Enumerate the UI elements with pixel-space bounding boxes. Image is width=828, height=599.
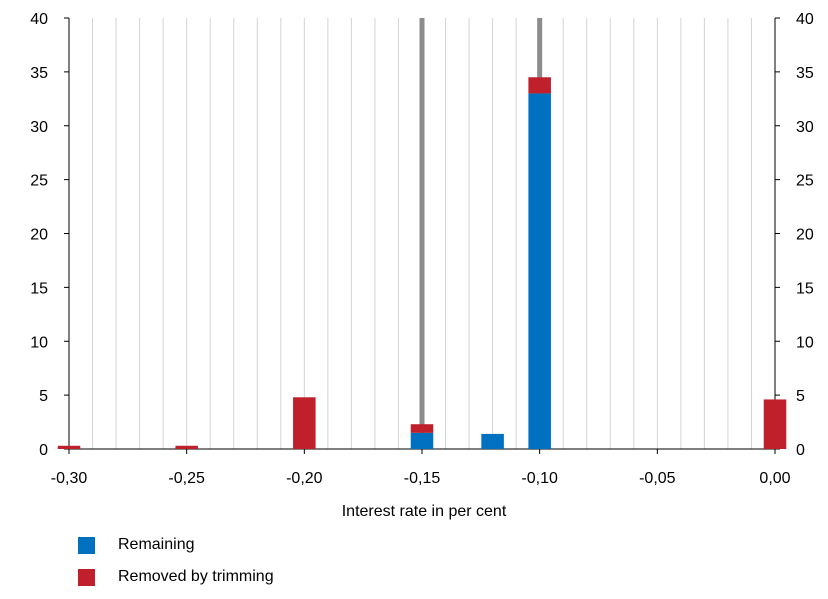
legend-swatch-removed (78, 569, 95, 586)
legend-swatch-remaining (78, 537, 95, 554)
y-tick-label-left: 35 (30, 65, 48, 82)
y-tick-label-right: 20 (796, 227, 814, 244)
legend-label-removed: Removed by trimming (118, 568, 274, 586)
y-tick-label-left: 30 (30, 119, 48, 136)
y-tick-label-right: 30 (796, 119, 814, 136)
y-tick-label-left: 25 (30, 173, 48, 190)
legend-item-remaining: Remaining (78, 535, 274, 555)
bar-remaining (481, 434, 504, 449)
y-tick-label-right: 25 (796, 173, 814, 190)
y-tick-label-left: 10 (30, 334, 48, 351)
x-tick-label: -0,30 (51, 470, 88, 487)
x-tick-label: -0,05 (639, 470, 676, 487)
y-tick-label-right: 35 (796, 65, 814, 82)
x-tick-label: -0,20 (286, 470, 323, 487)
bar-removed (293, 397, 316, 449)
x-tick-label: -0,10 (521, 470, 558, 487)
y-tick-label-left: 40 (30, 11, 48, 28)
y-tick-label-left: 20 (30, 227, 48, 244)
x-tick-label: -0,15 (404, 470, 441, 487)
y-tick-label-right: 10 (796, 334, 814, 351)
y-tick-label-left: 15 (30, 280, 48, 297)
y-tick-label-right: 15 (796, 280, 814, 297)
x-tick-label: 0,00 (759, 470, 790, 487)
x-axis-title: Interest rate in per cent (342, 503, 507, 520)
bar-removed (764, 399, 787, 449)
y-tick-label-right: 0 (796, 442, 805, 459)
legend-item-removed: Removed by trimming (78, 567, 274, 587)
y-tick-label-left: 5 (39, 388, 48, 405)
legend-label-remaining: Remaining (118, 536, 194, 554)
bar-remaining (528, 93, 551, 449)
legend: Remaining Removed by trimming (78, 535, 274, 599)
y-tick-label-right: 40 (796, 11, 814, 28)
bar-removed (528, 77, 551, 93)
y-tick-label-right: 5 (796, 388, 805, 405)
x-tick-label: -0,25 (168, 470, 205, 487)
bar-remaining (411, 433, 434, 449)
y-tick-label-left: 0 (39, 442, 48, 459)
bar-removed (411, 424, 434, 433)
bar-removed (175, 446, 198, 449)
bar-removed (58, 446, 81, 449)
